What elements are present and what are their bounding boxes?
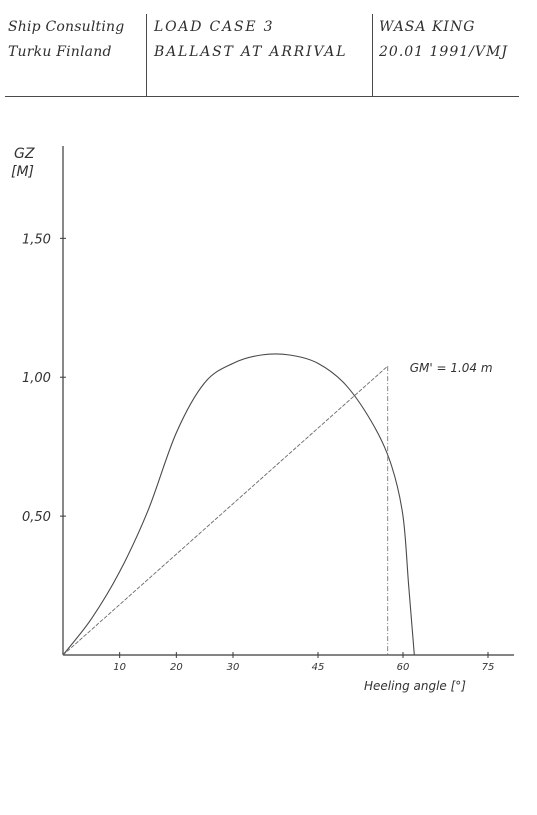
load-case-condition: BALLAST AT ARRIVAL [154,44,348,60]
y-tick-label: 0,50 [22,510,51,525]
company-location: Turku Finland [8,44,112,60]
title-block-divider-2 [372,14,373,97]
title-block-underline [5,96,519,97]
company-cell: Ship Consulting Turku Finland [8,20,124,59]
gz-chart-svg: GZ [M] 0,50 1,00 1,50 10 20 30 45 60 75 Heeling… [11,146,514,693]
y-axis-label: GZ [14,146,35,162]
y-tick-label: 1,50 [22,232,51,247]
gm-annotation: GM' = 1.04 m [410,361,493,375]
gm-tangent-line [62,365,388,656]
load-case-title: LOAD CASE 3 [154,19,275,35]
y-ticks: 0,50 1,00 1,50 [22,232,66,525]
date-signature: 20.01 1991/VMJ [379,44,508,60]
vessel-name: WASA KING [379,19,476,35]
reference-cell: WASA KING 20.01 1991/VMJ [379,20,508,59]
gz-chart: GZ [M] 0,50 1,00 1,50 10 20 30 45 60 75 Heeling… [0,110,537,710]
x-tick-label: 10 [113,662,126,673]
x-tick-label: 30 [227,662,240,673]
x-ticks: 10 20 30 45 60 75 [113,652,494,673]
y-tick-label: 1,00 [22,371,51,386]
company-name: Ship Consulting [8,19,125,35]
x-tick-label: 75 [482,662,495,673]
x-tick-label: 45 [312,662,325,673]
title-block: Ship Consulting Turku Finland LOAD CASE … [0,0,537,98]
x-tick-label: 20 [170,662,183,673]
x-tick-label: 60 [397,662,410,673]
load-case-cell: LOAD CASE 3 BALLAST AT ARRIVAL [154,20,347,59]
y-axis-unit: [M] [11,164,34,180]
chart-axes [62,146,514,656]
gz-curve [62,353,415,656]
title-block-divider-1 [146,14,147,97]
x-axis-label: Heeling angle [°] [364,679,466,693]
